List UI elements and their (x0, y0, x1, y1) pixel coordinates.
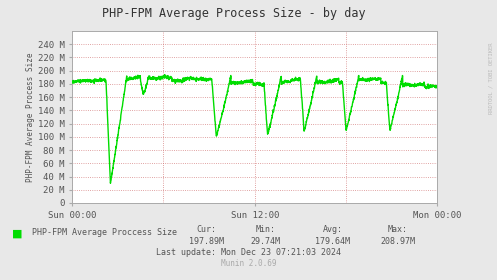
Text: Avg:: Avg: (323, 225, 343, 234)
Text: PHP-FPM Average Proccess Size: PHP-FPM Average Proccess Size (32, 228, 177, 237)
Text: Min:: Min: (256, 225, 276, 234)
Text: Munin 2.0.69: Munin 2.0.69 (221, 259, 276, 268)
Text: RRDTOOL / TOBI OETIKER: RRDTOOL / TOBI OETIKER (489, 43, 494, 114)
Text: Last update: Mon Dec 23 07:21:03 2024: Last update: Mon Dec 23 07:21:03 2024 (156, 248, 341, 257)
Text: 208.97M: 208.97M (380, 237, 415, 246)
Text: 29.74M: 29.74M (251, 237, 281, 246)
Text: Max:: Max: (388, 225, 408, 234)
Text: Cur:: Cur: (196, 225, 216, 234)
Text: 179.64M: 179.64M (316, 237, 350, 246)
Text: 197.89M: 197.89M (189, 237, 224, 246)
Text: ■: ■ (12, 228, 23, 238)
Text: PHP-FPM Average Process Size - by day: PHP-FPM Average Process Size - by day (102, 7, 365, 20)
Y-axis label: PHP-FPM Average Process Size: PHP-FPM Average Process Size (26, 52, 35, 182)
